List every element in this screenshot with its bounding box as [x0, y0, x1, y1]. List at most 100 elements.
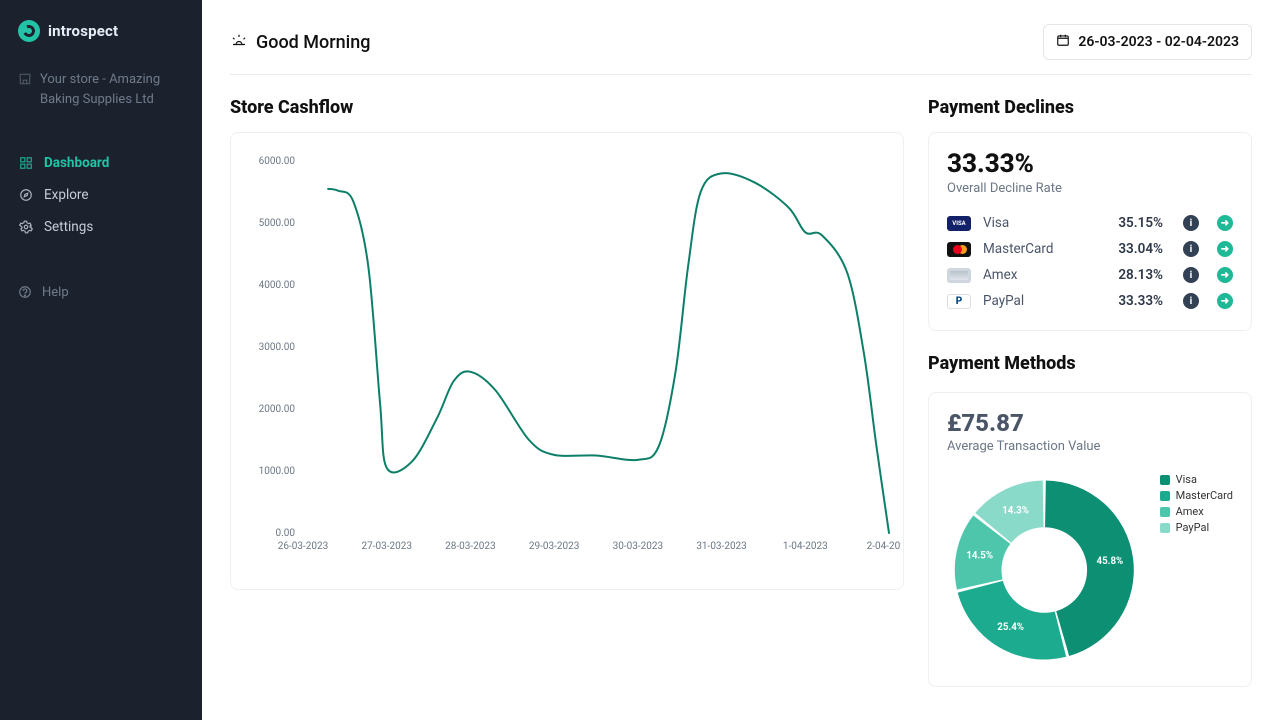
calendar-icon	[1056, 33, 1070, 51]
card-brand-icon	[947, 242, 971, 257]
decline-pct: 33.33%	[1103, 293, 1163, 309]
nav-settings-label: Settings	[44, 219, 93, 235]
brand: introspect	[0, 14, 202, 60]
decline-name: Amex	[983, 267, 1091, 283]
svg-text:45.8%: 45.8%	[1097, 556, 1124, 567]
svg-text:14.3%: 14.3%	[1002, 505, 1029, 516]
decline-pct: 35.15%	[1103, 215, 1163, 231]
decline-row: Amex 28.13% i ➜	[947, 262, 1233, 288]
brand-logo-icon	[18, 20, 40, 42]
legend-swatch	[1160, 491, 1170, 501]
svg-text:2-04-2023: 2-04-2023	[867, 541, 901, 552]
svg-text:4000.00: 4000.00	[259, 280, 296, 291]
info-icon[interactable]: i	[1183, 267, 1199, 283]
nav-dashboard[interactable]: Dashboard	[0, 147, 202, 179]
svg-text:5000.00: 5000.00	[259, 218, 296, 229]
date-range-picker[interactable]: 26-03-2023 - 02-04-2023	[1043, 24, 1252, 60]
arrow-right-icon[interactable]: ➜	[1217, 293, 1233, 309]
nav-help-label: Help	[42, 285, 69, 303]
decline-name: PayPal	[983, 293, 1091, 309]
svg-text:29-03-2023: 29-03-2023	[529, 541, 580, 552]
legend-label: Visa	[1176, 473, 1197, 486]
info-icon[interactable]: i	[1183, 293, 1199, 309]
info-icon[interactable]: i	[1183, 215, 1199, 231]
legend-label: Amex	[1176, 505, 1204, 518]
brand-name: introspect	[48, 22, 118, 40]
decline-pct: 33.04%	[1103, 241, 1163, 257]
donut-chart: 45.8% 25.4% 14.5% 14.3%	[947, 470, 1142, 670]
main: Good Morning 26-03-2023 - 02-04-2023 Sto…	[202, 0, 1280, 720]
nav-dashboard-label: Dashboard	[44, 155, 109, 171]
legend-label: PayPal	[1176, 521, 1210, 534]
svg-text:28-03-2023: 28-03-2023	[445, 541, 496, 552]
sunrise-icon	[230, 31, 248, 54]
dashboard-icon	[18, 156, 34, 170]
svg-text:27-03-2023: 27-03-2023	[361, 541, 412, 552]
donut-legend: Visa MasterCard Amex PayPal	[1160, 470, 1233, 537]
svg-text:14.5%: 14.5%	[966, 551, 993, 562]
legend-item: Visa	[1160, 473, 1233, 486]
cashflow-chart: 0.00 1000.00 2000.00 3000.00 4000.00 5000.00 6…	[241, 147, 893, 571]
cashflow-section: Store Cashflow 0.00 1000.00 2000.00 3000.00…	[230, 97, 904, 687]
nav-settings[interactable]: Settings	[0, 211, 202, 243]
svg-text:2000.00: 2000.00	[259, 404, 296, 415]
legend-swatch	[1160, 507, 1170, 517]
avg-transaction-label: Average Transaction Value	[947, 439, 1233, 454]
nav-help[interactable]: Help	[0, 277, 202, 311]
legend-item: PayPal	[1160, 521, 1233, 534]
nav-explore[interactable]: Explore	[0, 179, 202, 211]
explore-icon	[18, 188, 34, 202]
declines-title: Payment Declines	[928, 97, 1252, 118]
settings-icon	[18, 220, 34, 234]
methods-card: £75.87 Average Transaction Value 45.8% 25…	[928, 392, 1252, 687]
arrow-right-icon[interactable]: ➜	[1217, 241, 1233, 257]
cashflow-card: 0.00 1000.00 2000.00 3000.00 4000.00 5000.00 6…	[230, 132, 904, 590]
decline-list: Visa 35.15% i ➜ MasterCard 33.04% i ➜ Amex 28.13%…	[947, 210, 1233, 314]
svg-text:6000.00: 6000.00	[259, 156, 296, 167]
legend-item: Amex	[1160, 505, 1233, 518]
svg-text:1000.00: 1000.00	[259, 466, 296, 477]
legend-label: MasterCard	[1176, 489, 1233, 502]
info-icon[interactable]: i	[1183, 241, 1199, 257]
svg-text:31-03-2023: 31-03-2023	[696, 541, 747, 552]
decline-row: PayPal 33.33% i ➜	[947, 288, 1233, 314]
content: Store Cashflow 0.00 1000.00 2000.00 3000.00…	[230, 75, 1252, 687]
decline-name: Visa	[983, 215, 1091, 231]
greeting-text: Good Morning	[256, 32, 370, 53]
sidebar: introspect Your store - Amazing Baking S…	[0, 0, 202, 720]
help-icon	[18, 285, 32, 303]
right-column: Payment Declines 33.33% Overall Decline …	[928, 97, 1252, 687]
arrow-right-icon[interactable]: ➜	[1217, 267, 1233, 283]
donut-wrap: 45.8% 25.4% 14.5% 14.3% Visa MasterCard Amex P…	[947, 470, 1233, 670]
decline-name: MasterCard	[983, 241, 1091, 257]
svg-text:25.4%: 25.4%	[997, 622, 1024, 633]
avg-transaction-value: £75.87	[947, 409, 1233, 437]
store-label: Your store - Amazing Baking Supplies Ltd	[0, 60, 202, 131]
decline-row: Visa 35.15% i ➜	[947, 210, 1233, 236]
arrow-right-icon[interactable]: ➜	[1217, 215, 1233, 231]
declines-card: 33.33% Overall Decline Rate Visa 35.15% i ➜…	[928, 132, 1252, 331]
decline-pct: 28.13%	[1103, 267, 1163, 283]
store-name: Your store - Amazing Baking Supplies Ltd	[40, 70, 184, 109]
nav: Dashboard Explore Settings Help	[0, 131, 202, 311]
greeting: Good Morning	[230, 31, 370, 54]
svg-text:0.00: 0.00	[276, 528, 296, 539]
card-brand-icon	[947, 216, 971, 231]
svg-text:26-03-2023: 26-03-2023	[278, 541, 329, 552]
legend-swatch	[1160, 523, 1170, 533]
overall-decline-label: Overall Decline Rate	[947, 181, 1233, 196]
card-brand-icon	[947, 294, 971, 309]
cashflow-title: Store Cashflow	[230, 97, 904, 118]
topbar: Good Morning 26-03-2023 - 02-04-2023	[230, 24, 1252, 75]
nav-explore-label: Explore	[44, 187, 89, 203]
legend-swatch	[1160, 475, 1170, 485]
card-brand-icon	[947, 268, 971, 283]
store-icon	[18, 72, 32, 109]
decline-row: MasterCard 33.04% i ➜	[947, 236, 1233, 262]
svg-text:3000.00: 3000.00	[259, 342, 296, 353]
svg-text:1-04-2023: 1-04-2023	[783, 541, 828, 552]
overall-decline-pct: 33.33%	[947, 149, 1233, 179]
methods-title: Payment Methods	[928, 353, 1252, 374]
date-range-text: 26-03-2023 - 02-04-2023	[1078, 34, 1239, 50]
svg-text:30-03-2023: 30-03-2023	[613, 541, 664, 552]
